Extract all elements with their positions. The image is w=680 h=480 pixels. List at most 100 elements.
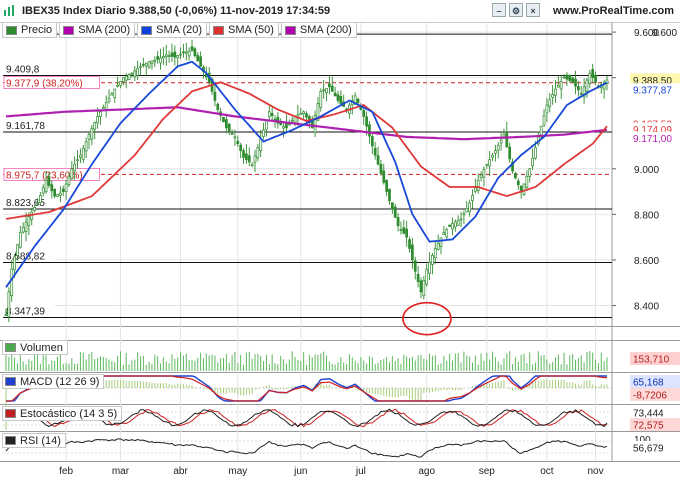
chart-title: IBEX35 Index Diario 9.388,50 (-0,06%) 11… bbox=[22, 5, 331, 17]
candle-body bbox=[144, 62, 148, 67]
level-label: 9.409,8 bbox=[6, 64, 40, 75]
candle-body bbox=[531, 157, 534, 167]
volume-value-tag: 153,710 bbox=[633, 355, 670, 366]
candle-body bbox=[571, 77, 575, 83]
candle-body bbox=[24, 221, 28, 232]
macd-swatch bbox=[5, 377, 16, 386]
candle-body bbox=[368, 124, 371, 137]
rsi-label: RSI (14) bbox=[20, 434, 61, 447]
candle-body bbox=[488, 159, 492, 167]
candle-body bbox=[528, 168, 532, 177]
candle-body bbox=[591, 69, 595, 79]
candle-body bbox=[462, 213, 466, 216]
candle-body bbox=[516, 180, 520, 186]
close-icon[interactable]: × bbox=[526, 3, 540, 17]
legend-label: SMA (200) bbox=[78, 24, 131, 36]
candle-body bbox=[239, 144, 243, 151]
candle-body bbox=[164, 54, 168, 58]
candle-body bbox=[585, 79, 589, 92]
candle-body bbox=[79, 154, 82, 158]
settings-icon[interactable]: ⚙ bbox=[509, 3, 523, 17]
candle-body bbox=[548, 99, 552, 107]
candle-body bbox=[225, 119, 228, 129]
candle-body bbox=[253, 155, 257, 163]
legend-item-price[interactable]: Precio bbox=[2, 22, 58, 38]
candle-body bbox=[554, 88, 557, 96]
candle-body bbox=[391, 202, 394, 210]
minimize-icon[interactable]: – bbox=[492, 3, 506, 17]
x-tick-label: mar bbox=[112, 466, 130, 477]
candle-body bbox=[568, 75, 572, 82]
candle-body bbox=[305, 113, 308, 118]
candle-body bbox=[385, 180, 388, 192]
level-label: 9.161,78 bbox=[6, 121, 45, 132]
candle-body bbox=[99, 111, 102, 118]
candle-body bbox=[505, 131, 509, 148]
legend-swatch bbox=[63, 25, 75, 35]
macd-signal-line bbox=[6, 375, 608, 402]
stoch-panel-label[interactable]: Estocástico (14 3 5) bbox=[2, 406, 123, 421]
fib-label-box bbox=[3, 168, 100, 181]
sma50-line bbox=[5, 81, 608, 220]
candle-body bbox=[448, 224, 451, 227]
candle-body bbox=[124, 75, 128, 81]
candle-body bbox=[101, 106, 105, 109]
rsi-value-tag: 56,679 bbox=[633, 444, 664, 455]
x-tick-label: jul bbox=[355, 466, 366, 477]
candle-body bbox=[482, 169, 486, 178]
candle-body bbox=[405, 228, 409, 238]
candle-body bbox=[184, 51, 188, 54]
candle-body bbox=[167, 55, 171, 58]
price-axis-bg bbox=[612, 23, 680, 480]
candle-body bbox=[393, 206, 397, 218]
candle-body bbox=[73, 163, 77, 172]
candle-body bbox=[577, 85, 580, 91]
legend: Precio SMA (200) SMA (20) SMA (50) SMA (… bbox=[2, 22, 357, 38]
candle-body bbox=[133, 70, 137, 78]
stoch-label: Estocástico (14 3 5) bbox=[20, 407, 118, 420]
legend-item-sma50[interactable]: SMA (50) bbox=[209, 22, 279, 38]
candle-body bbox=[356, 98, 360, 104]
x-tick-label: may bbox=[228, 466, 247, 477]
candle-body bbox=[176, 55, 180, 59]
x-tick-label: ago bbox=[418, 466, 435, 477]
legend-item-sma20[interactable]: SMA (20) bbox=[137, 22, 208, 38]
candle-body bbox=[13, 256, 16, 271]
volume-label: Volumen bbox=[20, 341, 63, 354]
macd-value-tag-bg bbox=[630, 375, 680, 388]
x-tick-label: jun bbox=[293, 466, 307, 477]
level-label: 8.823,65 bbox=[6, 198, 45, 209]
macd-label: MACD (12 26 9) bbox=[20, 375, 100, 388]
candle-body bbox=[399, 229, 403, 231]
bars-icon[interactable] bbox=[3, 4, 17, 17]
candle-body bbox=[262, 129, 265, 137]
volume-panel-label[interactable]: Volumen bbox=[2, 340, 68, 355]
candle-body bbox=[442, 232, 446, 235]
sma200-value-tag: 9.171,00 bbox=[633, 134, 672, 145]
legend-label: SMA (20) bbox=[156, 24, 203, 36]
candle-body bbox=[259, 138, 263, 151]
rsi-panel-label[interactable]: RSI (14) bbox=[2, 433, 66, 448]
level-label-box bbox=[4, 195, 55, 208]
legend-swatch bbox=[213, 25, 225, 35]
candle-body bbox=[142, 63, 145, 66]
macd-panel-label[interactable]: MACD (12 26 9) bbox=[2, 374, 105, 389]
legend-item-sma200[interactable]: SMA (200) bbox=[59, 22, 136, 38]
candle-body bbox=[96, 116, 99, 124]
candle-body bbox=[494, 150, 497, 154]
candle-body bbox=[156, 56, 160, 60]
stoch-d-value-tag: 72,575 bbox=[633, 421, 664, 432]
candle-body bbox=[33, 207, 36, 211]
candle-body bbox=[162, 56, 165, 59]
site-label: www.ProRealTime.com bbox=[552, 5, 674, 17]
candle-body bbox=[465, 207, 469, 213]
candle-body bbox=[199, 56, 202, 67]
candle-body bbox=[127, 74, 131, 80]
price-value-tag-bg bbox=[630, 73, 680, 87]
candle-body bbox=[290, 119, 294, 122]
candle-body bbox=[76, 159, 79, 162]
sma20-value-tag: 9.377,87 bbox=[633, 86, 672, 97]
legend-item-sma200-b[interactable]: SMA (200) bbox=[280, 22, 357, 38]
candle-body bbox=[139, 65, 142, 68]
